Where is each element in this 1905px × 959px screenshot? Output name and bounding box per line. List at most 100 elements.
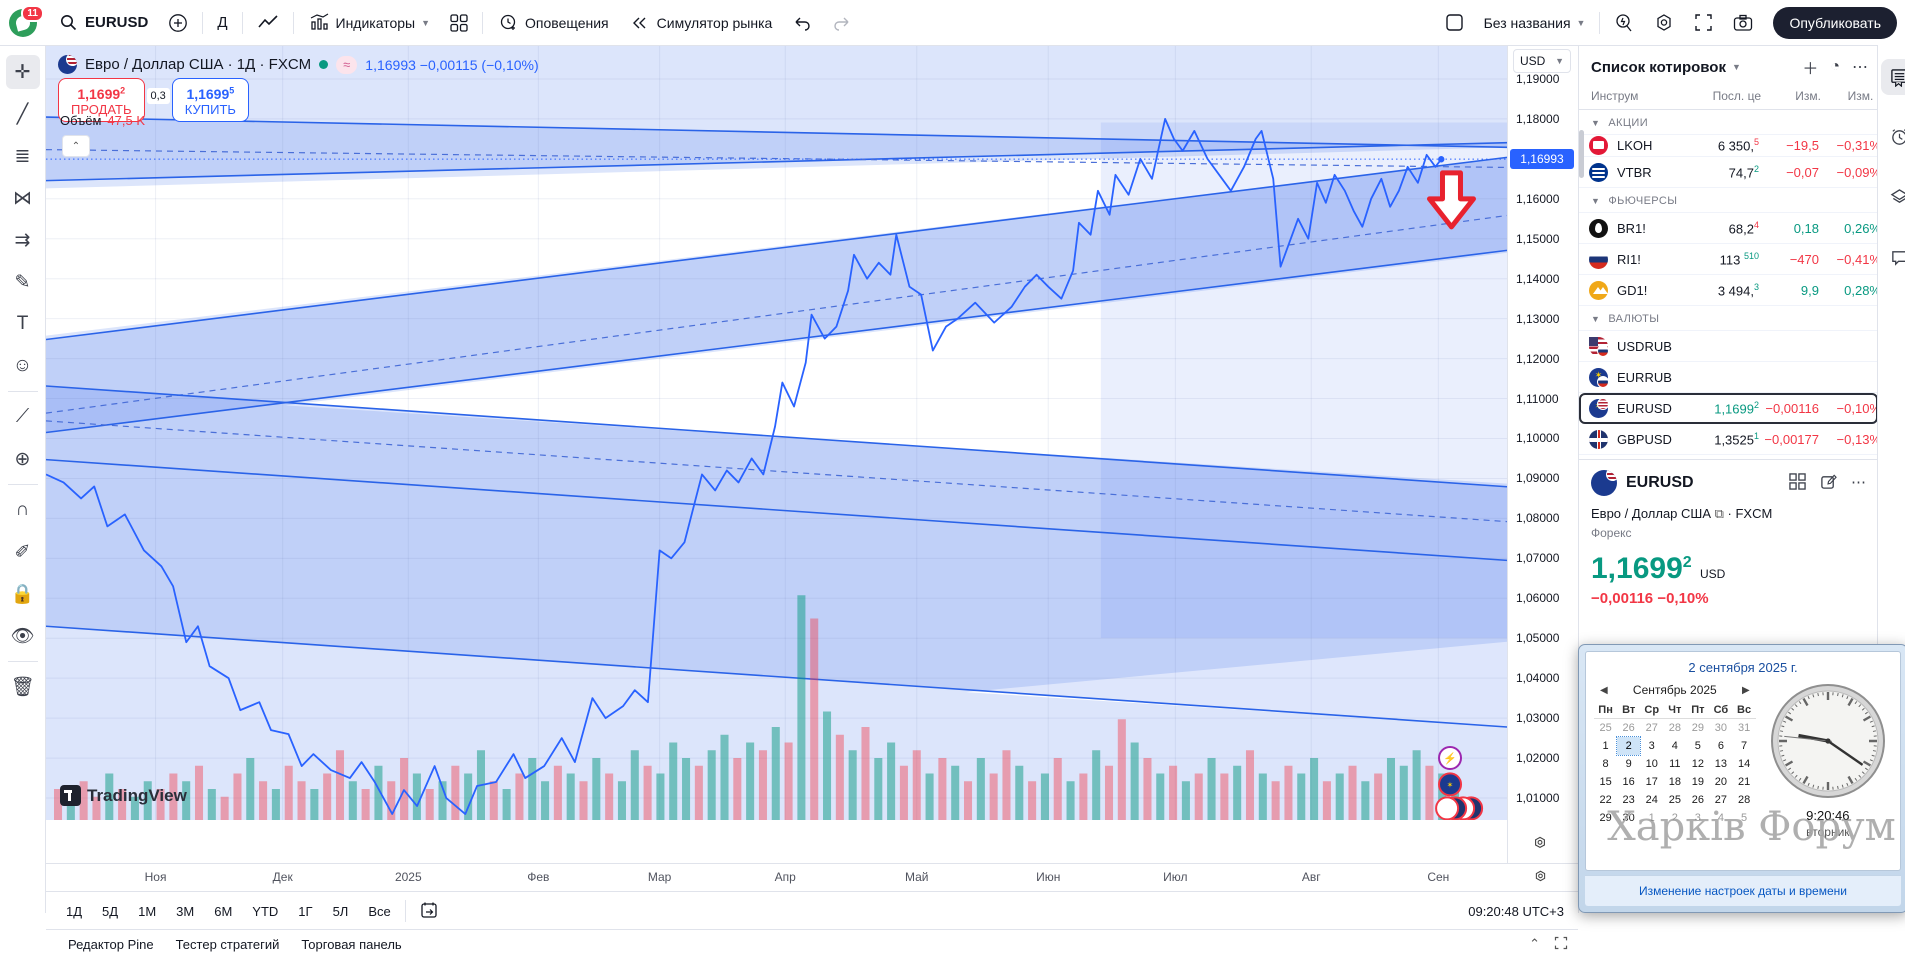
timeframe-Все[interactable]: Все (359, 900, 399, 923)
undo-button[interactable] (782, 6, 822, 40)
calendar-day[interactable]: 26 (1617, 719, 1640, 738)
calendar-day[interactable]: 9 (1617, 755, 1640, 773)
text-tool-icon[interactable]: T (6, 307, 40, 341)
timeframe-YTD[interactable]: YTD (243, 900, 287, 923)
chart-plot[interactable]: ⚡✶ (46, 45, 1507, 820)
watchlist-column-header[interactable]: Инструм (1591, 89, 1685, 103)
time-axis-label[interactable]: Июл (1163, 870, 1187, 884)
calendar-next-icon[interactable]: ▶ (1742, 685, 1750, 696)
trend-line-tool-icon[interactable]: ╱ (6, 97, 40, 131)
more-options-icon[interactable]: ⋯ (1852, 57, 1868, 77)
time-axis-label[interactable]: Мар (648, 870, 671, 884)
alerts-button[interactable]: Оповещения (487, 6, 619, 40)
calendar-day[interactable]: 8 (1594, 755, 1617, 773)
bottom-tab[interactable]: Тестер стратегий (176, 937, 280, 952)
detail-symbol[interactable]: EURUSD (1626, 474, 1694, 492)
object-tree-icon[interactable] (1881, 179, 1905, 215)
goto-date-button[interactable] (411, 897, 447, 926)
timeframe-5Д[interactable]: 5Д (93, 900, 127, 923)
add-symbol-plus-icon[interactable]: ＋ (1802, 55, 1818, 79)
crosshair-tool-icon[interactable]: ✛ (6, 55, 40, 89)
user-avatar[interactable]: 11 (9, 9, 37, 37)
calendar-day[interactable]: 1 (1640, 809, 1663, 827)
grid-view-icon[interactable] (1789, 473, 1806, 494)
drawing-mode-tool-icon[interactable]: ✐ (6, 535, 40, 569)
time-axis-label[interactable]: Апр (775, 870, 796, 884)
magnet-tool-icon[interactable]: ∩ (6, 493, 40, 527)
alerts-clock-icon[interactable] (1881, 119, 1905, 155)
calendar-day[interactable]: 28 (1663, 719, 1686, 738)
ruler-tool-icon[interactable]: ⟋ (6, 400, 40, 434)
timeframe-6М[interactable]: 6М (205, 900, 241, 923)
calendar-day[interactable]: 30 (1617, 809, 1640, 827)
zoom-in-tool-icon[interactable]: ⊕ (6, 442, 40, 476)
calendar-day[interactable]: 2 (1663, 809, 1686, 827)
watchlist-section-АКЦИИ[interactable]: ▼АКЦИИ (1579, 110, 1878, 135)
timeframe-1Д[interactable]: 1Д (57, 900, 91, 923)
emoji-tool-icon[interactable]: ☺ (6, 349, 40, 383)
calendar-day[interactable]: 10 (1640, 755, 1663, 773)
time-axis-label[interactable]: Фев (527, 870, 549, 884)
calendar-day[interactable]: 25 (1594, 719, 1617, 738)
fib-retracement-tool-icon[interactable]: ≣ (6, 139, 40, 173)
calendar-day[interactable]: 29 (1686, 719, 1709, 738)
calendar-day[interactable]: 5 (1686, 737, 1709, 755)
calendar-day[interactable]: 29 (1594, 809, 1617, 827)
chart-area[interactable]: ⚡✶ Евро / Доллар США · 1Д · FXCM ≈ 1,169… (46, 45, 1578, 913)
chart-style-button[interactable] (247, 6, 289, 40)
watchlist-row-USDRUB[interactable]: USDRUB (1579, 331, 1878, 362)
fullscreen-button[interactable] (1684, 6, 1723, 40)
collapse-legend-button[interactable]: ⌃ (62, 135, 90, 157)
calendar-day[interactable]: 16 (1617, 773, 1640, 791)
watchlist-column-header[interactable]: Изм. (1761, 89, 1821, 103)
panel-expand-chevron-icon[interactable]: ⌃ (1529, 936, 1540, 953)
calendar-day[interactable]: 4 (1709, 809, 1732, 827)
timeframe-3М[interactable]: 3М (167, 900, 203, 923)
screenshot-button[interactable] (1723, 6, 1763, 40)
time-axis-label[interactable]: Ноя (145, 870, 167, 884)
calendar-day[interactable]: 14 (1733, 755, 1756, 773)
quick-search-button[interactable] (1604, 6, 1644, 40)
external-link-icon[interactable]: ⧉ (1715, 506, 1724, 521)
calendar-day[interactable]: 21 (1733, 773, 1756, 791)
timeframe-5Л[interactable]: 5Л (324, 900, 358, 923)
interval-button[interactable]: Д (207, 6, 237, 40)
calendar-day[interactable]: 18 (1663, 773, 1686, 791)
calendar-day[interactable]: 6 (1709, 737, 1732, 755)
calendar-day[interactable]: 27 (1709, 791, 1732, 809)
watchlist-section-ВАЛЮТЫ[interactable]: ▼ВАЛЮТЫ (1579, 306, 1878, 331)
market-simulator-button[interactable]: Симулятор рынка (619, 6, 783, 40)
calendar-day[interactable]: 27 (1640, 719, 1663, 738)
bottom-tab[interactable]: Торговая панель (301, 937, 401, 952)
watchlist-panel-icon[interactable] (1881, 59, 1905, 95)
remove-all-tool-icon[interactable]: 🗑 (6, 670, 40, 704)
calendar-day[interactable]: 26 (1686, 791, 1709, 809)
lock-all-tool-icon[interactable]: 🔒 (6, 577, 40, 611)
calendar-day[interactable]: 24 (1640, 791, 1663, 809)
tradingview-logo[interactable]: TradingView (60, 785, 187, 806)
add-symbol-button[interactable] (158, 6, 198, 40)
chart-legend[interactable]: Евро / Доллар США · 1Д · FXCM ≈ 1,16993 … (58, 55, 539, 74)
indicators-button[interactable]: Индикаторы ▼ (298, 6, 441, 40)
calendar-day-selected[interactable]: 2 (1617, 737, 1640, 755)
calendar-day[interactable]: 11 (1663, 755, 1686, 773)
watchlist-column-header[interactable]: Изм. в (1821, 89, 1878, 103)
calendar-day[interactable]: 31 (1733, 719, 1756, 738)
pie-timer-icon[interactable]: ◔ (1830, 58, 1840, 76)
calendar-day[interactable]: 3 (1640, 737, 1663, 755)
calendar-day[interactable]: 22 (1594, 791, 1617, 809)
save-layout-button[interactable] (1435, 6, 1474, 40)
redo-button[interactable] (822, 6, 862, 40)
compose-note-icon[interactable] (1820, 473, 1837, 494)
watchlist-row-EURRUB[interactable]: EURRUB (1579, 362, 1878, 393)
time-axis-label[interactable]: Авг (1302, 870, 1321, 884)
axis-currency-selector[interactable]: USD▼ (1513, 49, 1571, 73)
